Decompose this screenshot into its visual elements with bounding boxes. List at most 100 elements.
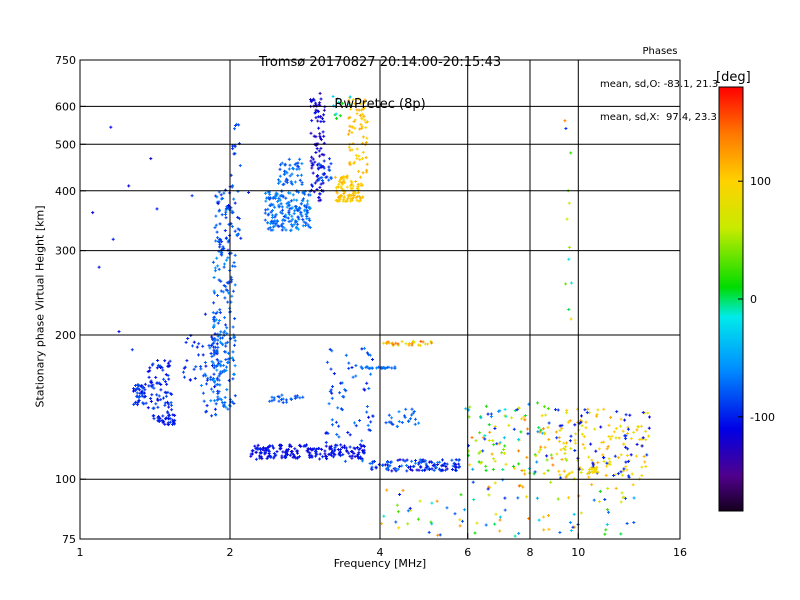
data-point [289,223,293,226]
data-point [201,353,205,357]
data-point [319,136,322,140]
data-point [348,129,351,133]
data-point [316,177,320,181]
data-point [310,166,314,170]
data-point [400,340,404,344]
data-point [607,435,611,438]
data-point [287,211,291,215]
data-point [580,432,584,436]
data-point [624,460,628,464]
data-point [170,408,174,412]
data-point [390,341,394,345]
data-point [230,294,234,298]
data-point [493,481,497,485]
data-point [608,462,612,466]
data-point [643,411,647,415]
data-point [365,405,369,408]
data-point [326,431,330,435]
data-point [310,119,314,123]
y-tick-label: 750 [55,54,76,67]
data-point [390,422,394,426]
data-point [391,422,395,426]
grid-lines [80,60,680,539]
data-point [368,353,372,357]
data-point [533,453,537,457]
data-point [580,419,584,423]
data-point [583,446,587,450]
data-point [365,381,369,385]
data-point [328,445,332,449]
data-point [298,455,301,459]
data-point [276,192,280,196]
data-point [165,382,169,386]
data-point [330,349,334,353]
data-point [409,467,412,471]
data-point [375,366,379,370]
data-point [254,450,258,454]
data-point [382,341,386,345]
data-point [385,488,389,492]
data-point [308,193,312,197]
data-point [232,372,236,376]
data-point [332,372,336,376]
data-point [536,430,540,434]
data-point [542,472,546,475]
data-point [149,399,153,403]
data-point [150,393,154,397]
data-point [480,460,484,464]
data-point [644,438,648,442]
data-point [292,212,296,216]
data-point [587,470,591,474]
data-point [211,361,215,365]
y-tick-label: 400 [55,185,76,198]
data-point [304,204,308,208]
data-point [310,161,314,165]
data-point [329,175,333,179]
data-point [272,456,276,460]
data-point [217,378,221,382]
data-point [566,472,570,476]
data-point [358,198,362,202]
data-point [306,202,310,206]
data-point [517,531,521,535]
data-point [332,452,336,456]
data-point [334,198,338,202]
data-point [580,468,584,471]
data-point [371,358,374,361]
data-point [345,185,349,189]
data-point [413,422,417,426]
data-point [312,190,316,194]
data-point [364,126,368,130]
data-point [220,248,224,252]
data-point [212,345,216,349]
data-point [289,445,293,448]
data-point [167,364,171,368]
data-point [269,222,273,226]
data-point [194,365,198,369]
data-point [270,444,274,448]
data-point [568,439,572,443]
data-point [213,315,217,319]
data-point [436,463,440,466]
data-point [140,386,144,390]
data-point [318,101,322,105]
data-point [488,430,492,434]
data-point [283,163,287,167]
data-point [168,413,171,417]
data-point [606,487,610,490]
data-point [163,359,167,363]
data-point [339,454,343,458]
data-point [215,256,219,260]
data-point [216,236,220,240]
data-point [216,294,219,297]
data-point [333,453,337,457]
data-point [295,164,299,168]
data-point [284,177,288,181]
data-point [617,436,621,440]
data-point [295,449,299,453]
data-point [151,362,155,366]
data-point [444,468,447,472]
data-point [286,452,289,456]
data-point [503,451,506,455]
data-point [156,405,160,409]
